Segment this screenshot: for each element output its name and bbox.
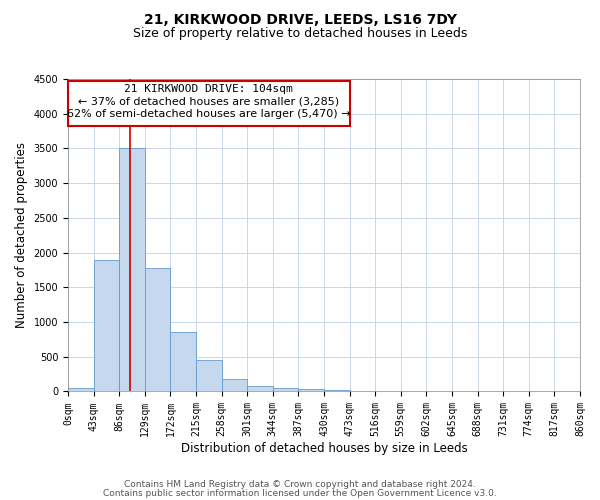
Text: 62% of semi-detached houses are larger (5,470) →: 62% of semi-detached houses are larger (… xyxy=(67,109,350,119)
Text: Contains public sector information licensed under the Open Government Licence v3: Contains public sector information licen… xyxy=(103,488,497,498)
X-axis label: Distribution of detached houses by size in Leeds: Distribution of detached houses by size … xyxy=(181,442,467,455)
Text: 21 KIRKWOOD DRIVE: 104sqm: 21 KIRKWOOD DRIVE: 104sqm xyxy=(124,84,293,94)
Bar xyxy=(221,380,247,392)
Text: Size of property relative to detached houses in Leeds: Size of property relative to detached ho… xyxy=(133,28,467,40)
Y-axis label: Number of detached properties: Number of detached properties xyxy=(15,142,28,328)
Bar xyxy=(145,268,170,392)
Bar xyxy=(324,390,350,392)
FancyBboxPatch shape xyxy=(68,81,350,126)
Text: 21, KIRKWOOD DRIVE, LEEDS, LS16 7DY: 21, KIRKWOOD DRIVE, LEEDS, LS16 7DY xyxy=(143,12,457,26)
Bar xyxy=(273,388,298,392)
Text: Contains HM Land Registry data © Crown copyright and database right 2024.: Contains HM Land Registry data © Crown c… xyxy=(124,480,476,489)
Bar xyxy=(247,386,273,392)
Bar xyxy=(196,360,221,392)
Text: ← 37% of detached houses are smaller (3,285): ← 37% of detached houses are smaller (3,… xyxy=(78,96,340,106)
Bar xyxy=(119,148,145,392)
Bar xyxy=(68,388,94,392)
Bar xyxy=(298,390,324,392)
Bar xyxy=(170,332,196,392)
Bar xyxy=(94,260,119,392)
